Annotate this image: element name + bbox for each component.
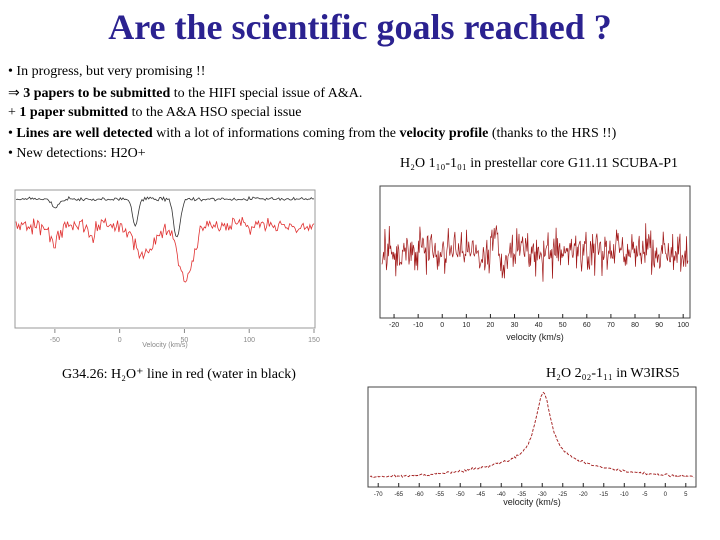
x-tick-label: -15 [599,492,608,498]
x-tick-label: -50 [456,492,465,498]
x-tick-label: 100 [677,322,689,329]
x-tick-label: 30 [511,322,519,329]
x-tick-label: 0 [664,492,668,498]
x-tick-label: 40 [535,322,543,329]
chart-g34-spectrum: -50 0 50 100 150 Velocity (km/s) [14,189,320,349]
series-black-line [15,195,315,238]
bullet-text: • [8,126,17,141]
caption-left: G34.26: H₂O⁺ line in red (water in black… [62,367,296,382]
series-line [369,391,695,479]
page-title: Are the scientific goals reached ? [108,7,612,47]
x-tick-label: -5 [642,492,648,498]
x-tick-label: 60 [583,322,591,329]
x-tick-label: 20 [487,322,495,329]
x-tick-label: 50 [181,337,189,344]
x-tick-label: -40 [497,492,506,498]
x-tick-label: 5 [684,492,688,498]
caption-bottom-right: H₂O 2₀₂-1₁₁ in W3IRS5 [546,366,680,381]
text: to the A&A HSO special issue [128,105,302,120]
caption-top-right: H₂O 1₁₀-1₀₁ in prestellar core G11.11 SC… [400,156,679,171]
x-tick-label: -70 [374,492,383,498]
plot-frame [14,189,316,329]
x-tick-label: -65 [394,492,403,498]
bold-text: Lines are well detected [16,126,153,141]
x-tick-label: 90 [655,322,663,329]
plot-frame [367,386,697,488]
text: (thanks to the HRS !!) [488,126,617,141]
x-tick-label: -35 [517,492,526,498]
x-tick-label: -30 [538,492,547,498]
x-tick-label: 0 [440,322,444,329]
x-tick-label: -20 [579,492,588,498]
bullet-progress: • In progress, but very promising !! [8,64,206,79]
x-axis-label: Velocity (km/s) [142,342,188,349]
x-tick-label: -10 [413,322,423,329]
x-tick-label: -10 [620,492,629,498]
chart-g1111-spectrum: -20 -10 0 10 20 30 40 50 60 70 80 90 100 velocity (k… [379,185,691,342]
bold-text: 1 paper submitted [19,105,129,120]
text: with a lot of informations coming from t… [152,126,400,141]
arrow-text: ⇒ [8,86,24,101]
series-line [381,223,689,282]
x-tick-label: -60 [415,492,424,498]
x-tick-label: 70 [607,322,615,329]
x-axis-label: velocity (km/s) [506,332,564,342]
plus-text: + [8,105,20,120]
bullet-lines-detected: • Lines are well detected with a lot of … [8,126,616,142]
x-tick-label: -45 [476,492,485,498]
text: to the HIFI special issue of A&A. [170,86,363,101]
bold-text: 3 papers to be submitted [23,86,171,101]
plot-frame [379,185,691,319]
x-tick-label: 150 [308,337,320,344]
chart-w3irs5-spectrum: -70 -65 -60 -55 -50 -45 -40 -35 -30 -25 -20 -15 -10-… [367,386,697,507]
bullet-new-detections: • New detections: H2O+ [8,146,146,161]
x-axis-label: velocity (km/s) [503,497,561,507]
x-tick-label: -50 [50,337,60,344]
x-tick-label: -25 [558,492,567,498]
bullet-paper-hso: + 1 paper submitted to the A&A HSO speci… [8,105,302,121]
x-tick-label: 50 [559,322,567,329]
x-tick-label: 0 [118,337,122,344]
x-tick-label: 80 [631,322,639,329]
x-tick-label: 10 [462,322,470,329]
bullet-papers-submitted: ⇒ 3 papers to be submitted to the HIFI s… [8,85,362,102]
x-tick-label: -55 [435,492,444,498]
x-tick-label: 100 [243,337,255,344]
x-tick-label: -20 [389,322,399,329]
series-red-line [15,216,315,283]
bold-text: velocity profile [399,126,489,141]
